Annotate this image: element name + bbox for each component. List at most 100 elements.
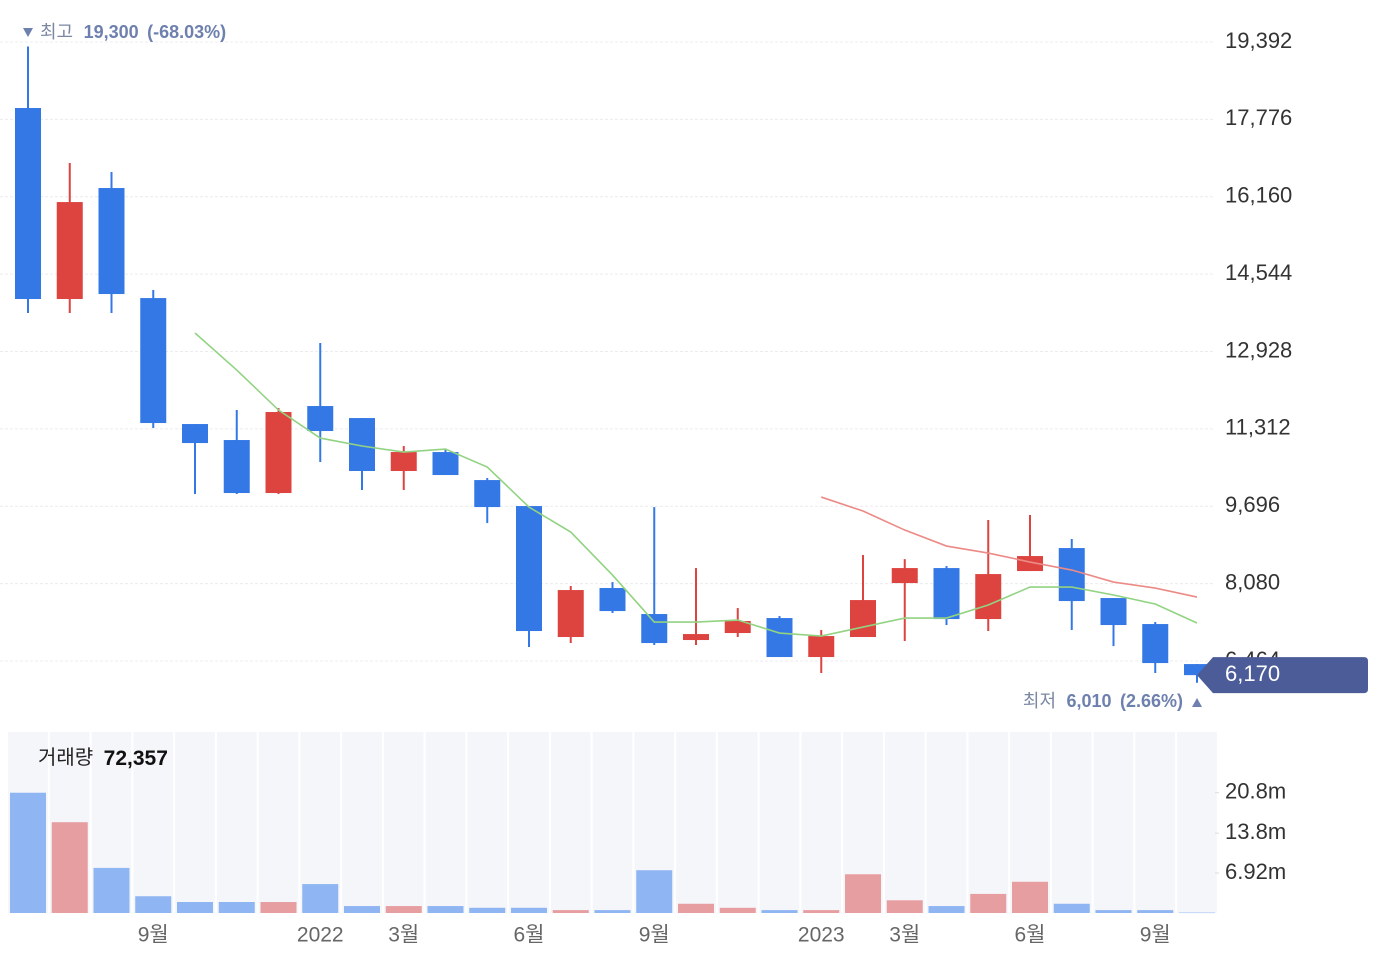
volume-column <box>216 732 257 913</box>
labels: 19,392 17,776 16,160 14,544 12,928 11,312 9,69… <box>138 28 1293 947</box>
candle-body <box>1100 598 1127 626</box>
candle-body <box>15 108 41 300</box>
candle-body <box>1142 624 1169 664</box>
volume-bar <box>1012 881 1048 913</box>
volume-bar <box>845 874 881 913</box>
volume-column <box>884 732 925 913</box>
volume-bar <box>51 822 88 913</box>
volume-column <box>467 732 508 913</box>
candle-body <box>182 424 208 444</box>
volume-bar <box>135 896 172 913</box>
volume-column <box>1135 732 1176 913</box>
volume-bar <box>552 910 589 913</box>
y-tick-label: 8,080 <box>1225 569 1280 594</box>
volume-bar <box>803 910 840 913</box>
current-price: 6,170 <box>1225 661 1280 686</box>
up-arrow-icon <box>1192 698 1202 707</box>
x-tick-label: 9월 <box>138 924 169 947</box>
high-value: 19,300 <box>84 22 139 42</box>
volume-tick-label: 13.8m <box>1225 819 1286 844</box>
volume-bar <box>385 906 422 913</box>
volume-bar <box>302 884 339 913</box>
volume-bar <box>1137 910 1174 913</box>
volume-column <box>1093 732 1134 913</box>
volume-bar <box>678 903 714 913</box>
x-tick-label: 9월 <box>1140 924 1171 947</box>
volume-column <box>300 732 341 913</box>
candle-body <box>56 202 83 300</box>
volume-tick-label: 20.8m <box>1225 779 1286 804</box>
x-tick-label: 3월 <box>388 924 419 947</box>
volume-column <box>509 732 549 913</box>
volume-tick-label: 6.92m <box>1225 859 1286 884</box>
volume-column <box>258 732 299 913</box>
volume-background <box>8 732 1217 913</box>
candle-body <box>808 636 835 658</box>
high-annotation: 최고 19,300 (-68.03%) <box>40 22 226 42</box>
volume-bar <box>594 910 631 913</box>
candle-body <box>557 590 584 638</box>
candle-body <box>766 618 793 658</box>
candle-body <box>390 452 417 472</box>
y-tick-label: 14,544 <box>1225 260 1292 285</box>
volume-legend: 거래량 72,357 <box>38 746 168 769</box>
plot <box>10 46 1215 914</box>
down-arrow-icon <box>23 28 33 37</box>
volume-column <box>968 732 1009 913</box>
volume-bar <box>260 902 297 913</box>
candle-body <box>516 506 542 632</box>
volume-column <box>133 732 174 913</box>
volume-column <box>550 732 591 913</box>
volume-label: 거래량 <box>38 746 93 769</box>
x-tick-label: 2022 <box>297 924 344 947</box>
candle-body <box>223 440 250 494</box>
candle-body <box>1184 664 1210 676</box>
volume-bar <box>1179 912 1215 914</box>
low-label: 최저 <box>1023 691 1056 711</box>
volume-bar <box>10 792 46 913</box>
candle-body <box>474 480 501 508</box>
volume-bar <box>719 907 756 913</box>
volume-column <box>342 732 382 913</box>
candle-body <box>265 412 292 494</box>
volume-column <box>717 732 758 913</box>
volume-bar <box>1095 910 1132 913</box>
y-tick-label: 9,696 <box>1225 492 1280 517</box>
price-tag-shape <box>1197 657 1368 694</box>
candle-body <box>891 568 918 584</box>
volume-bar <box>218 902 255 913</box>
y-tick-label: 12,928 <box>1225 337 1292 362</box>
volume-column <box>926 732 967 913</box>
volume-column <box>1051 732 1092 913</box>
volume-bar <box>761 910 798 913</box>
volume-bar <box>427 906 464 913</box>
volume-column <box>592 732 633 913</box>
volume-column <box>676 732 716 913</box>
moving-average-line <box>194 332 1198 637</box>
volume-bar <box>469 907 506 913</box>
volume-bar <box>970 893 1007 913</box>
volume-column <box>1177 732 1217 913</box>
low-value: 6,010 <box>1066 691 1111 711</box>
volume-bar <box>1053 903 1090 913</box>
y-tick-label: 19,392 <box>1225 28 1292 53</box>
current-price-tag: 6,170 <box>1197 657 1368 694</box>
candle-body <box>933 568 960 620</box>
volume-column <box>425 732 466 913</box>
candle-body <box>98 188 125 295</box>
volume-current: 72,357 <box>104 747 168 770</box>
candle-body <box>307 406 334 432</box>
low-change: (2.66%) <box>1120 691 1183 711</box>
volume-column <box>801 732 842 913</box>
y-tick-label: 17,776 <box>1225 105 1292 130</box>
y-tick-label: 16,160 <box>1225 183 1292 208</box>
candle-body <box>1017 556 1043 572</box>
candle-body <box>683 634 709 641</box>
volume-column <box>383 732 424 913</box>
moving-average-line <box>820 496 1198 598</box>
volume-column <box>175 732 215 913</box>
candle-body <box>1058 548 1085 602</box>
high-change: (-68.03%) <box>147 22 226 42</box>
volume-bar <box>93 867 130 913</box>
